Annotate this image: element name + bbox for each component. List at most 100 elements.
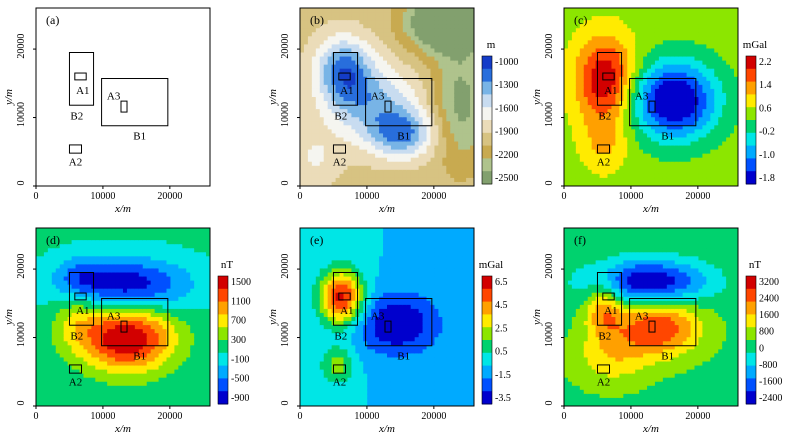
field-cell (702, 32, 707, 37)
field-cell (371, 24, 376, 29)
field-cell (623, 88, 628, 94)
field-cell (375, 97, 380, 102)
field-cell (111, 385, 116, 391)
field-cell (426, 28, 432, 33)
field-cell (658, 145, 664, 151)
field-cell (438, 141, 443, 147)
field-cell (446, 153, 451, 159)
field-cell (698, 52, 703, 58)
field-cell (51, 385, 57, 391)
colorbar-segment (482, 164, 492, 169)
field-cell (611, 137, 616, 143)
colorbar-tick-label: -1.0 (759, 150, 775, 161)
field-cell (91, 393, 96, 399)
field-cell (619, 153, 624, 159)
field-cell (607, 133, 613, 139)
region-label-a2: A2 (597, 156, 610, 168)
colorbar-segment (482, 129, 492, 134)
field-cell (363, 173, 368, 179)
field-cell (587, 56, 593, 62)
field-cell (458, 173, 463, 179)
field-cell (410, 52, 416, 58)
field-cell (303, 24, 309, 29)
field-cell (434, 105, 439, 110)
field-cell (398, 153, 404, 159)
field-cell (307, 117, 313, 122)
field-cell (111, 365, 116, 371)
field-cell (63, 276, 69, 282)
field-cell (623, 129, 628, 135)
field-cell (95, 276, 100, 282)
field-cell (307, 16, 313, 21)
field-cell (406, 105, 412, 110)
field-cell (367, 52, 372, 58)
field-cell (55, 373, 61, 379)
field-cell (718, 88, 723, 94)
field-cell (694, 92, 700, 98)
field-cell (710, 125, 715, 130)
field-cell (607, 64, 613, 70)
field-cell (99, 288, 104, 294)
field-cell (359, 20, 364, 25)
field-cell (647, 137, 652, 143)
field-cell (662, 44, 668, 50)
field-cell (730, 36, 735, 41)
field-cell (734, 125, 738, 130)
field-cell (315, 72, 321, 78)
colorbar-segment (746, 97, 756, 102)
field-cell (635, 56, 640, 62)
field-cell (718, 97, 723, 102)
field-cell (59, 228, 65, 233)
field-cell (718, 20, 723, 25)
field-cell (654, 101, 660, 106)
field-cell (398, 36, 404, 41)
field-cell (615, 32, 620, 37)
field-cell (438, 92, 443, 98)
field-cell (83, 397, 88, 403)
field-cell (51, 401, 57, 406)
field-cell (91, 329, 96, 334)
field-cell (627, 56, 632, 62)
field-cell (726, 161, 731, 167)
field-cell (607, 181, 613, 186)
field-cell (379, 32, 384, 37)
field-cell (702, 48, 707, 54)
field-cell (643, 133, 648, 139)
field-cell (335, 153, 341, 159)
field-cell (670, 173, 676, 179)
field-cell (323, 141, 329, 147)
field-cell (375, 161, 380, 167)
field-cell (603, 20, 609, 25)
field-cell (51, 272, 57, 278)
field-cell (307, 169, 313, 175)
field-cell (414, 165, 420, 171)
field-cell (458, 141, 463, 147)
field-cell (347, 16, 352, 21)
colorbar-tick-label: 0.6 (759, 103, 772, 114)
field-cell (87, 397, 92, 403)
field-cell (300, 133, 305, 139)
field-cell (698, 72, 703, 78)
colorbar-segment (482, 72, 492, 76)
field-cell (438, 84, 443, 90)
field-cell (39, 321, 45, 326)
field-cell (363, 137, 368, 143)
field-cell (615, 12, 620, 17)
field-cell (394, 153, 400, 159)
field-cell (690, 117, 696, 122)
field-cell (438, 125, 443, 130)
field-cell (379, 56, 384, 62)
field-cell (639, 88, 644, 94)
field-cell (595, 36, 601, 41)
field-cell (446, 161, 451, 167)
field-cell (722, 80, 727, 86)
field-cell (375, 137, 380, 143)
field-cell (470, 24, 474, 29)
field-cell (599, 177, 605, 183)
field-cell (438, 181, 443, 186)
field-cell (351, 169, 356, 175)
field-cell (694, 129, 700, 135)
field-cell (647, 153, 652, 159)
field-cell (347, 80, 352, 86)
field-cell (706, 157, 711, 163)
